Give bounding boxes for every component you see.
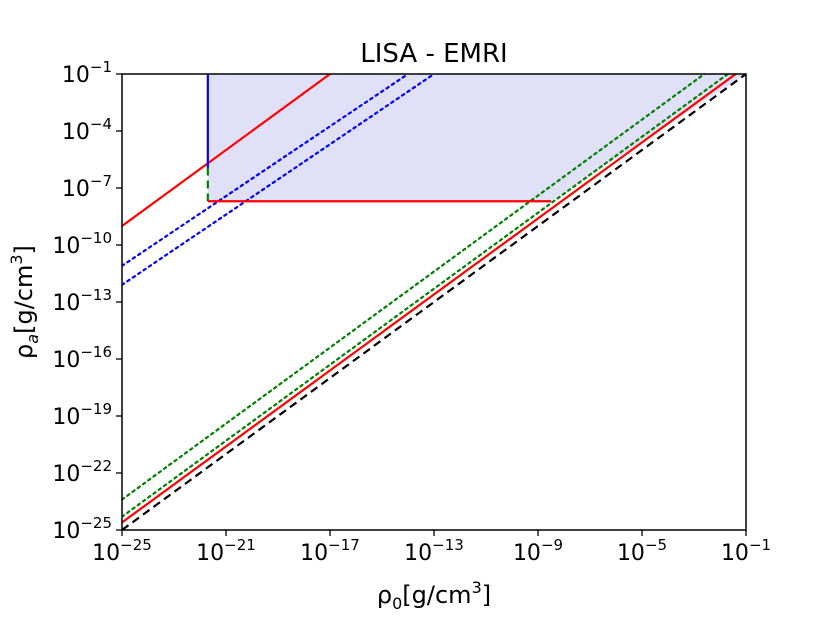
series-line-6 — [122, 74, 436, 286]
y-tick-label-2: 10−19 — [52, 400, 112, 430]
shaded-region — [207, 74, 746, 202]
x-axis-label-unit: [g/cm — [402, 581, 471, 609]
y-axis-ticks: 10−25 10−22 10−19 10−16 10−13 10−10 10−7 10−4 10… — [52, 58, 122, 544]
y-tick-label-0: 10−25 — [52, 514, 112, 544]
series-line-4 — [122, 74, 331, 227]
x-tick-label-2: 10−17 — [300, 536, 360, 566]
x-tick-label-0: 10−25 — [92, 536, 152, 566]
series-line-1 — [122, 74, 738, 524]
series-line-0 — [122, 74, 746, 530]
x-tick-label-1: 10−21 — [196, 536, 256, 566]
chart-title: LISA - EMRI — [360, 39, 507, 69]
x-tick-label-4: 10−9 — [513, 536, 563, 566]
y-axis-label-subscript: a — [23, 334, 42, 344]
y-axis-label-superscript: 3 — [7, 254, 26, 264]
series-line-5 — [122, 74, 410, 267]
y-axis-label-unit: [g/cm — [10, 265, 38, 334]
y-tick-label-3: 10−16 — [52, 343, 112, 373]
x-axis-label-rho: ρ — [377, 581, 392, 609]
x-axis-label-close: ] — [482, 581, 491, 609]
x-axis-ticks: 10−25 10−21 10−17 10−13 10−9 10−5 10−1 — [92, 530, 771, 566]
x-tick-label-6: 10−1 — [721, 536, 771, 566]
y-tick-label-4: 10−13 — [52, 286, 112, 316]
y-tick-label-7: 10−4 — [62, 115, 112, 145]
x-tick-label-3: 10−13 — [404, 536, 464, 566]
x-axis-label-subscript: 0 — [392, 594, 402, 613]
y-tick-label-5: 10−10 — [52, 229, 112, 259]
x-axis-label-superscript: 3 — [472, 578, 482, 597]
y-tick-label-8: 10−1 — [62, 58, 112, 88]
y-axis-label-rho: ρ — [10, 344, 38, 359]
y-axis-label: ρa[g/cm3] — [7, 245, 42, 359]
series-line-3 — [122, 74, 707, 501]
shaded-region-layer — [207, 74, 746, 202]
y-tick-label-6: 10−7 — [62, 172, 112, 202]
series-line-2 — [122, 74, 730, 518]
y-axis-label-close: ] — [10, 245, 38, 254]
x-axis-label: ρ0[g/cm3] — [377, 578, 491, 613]
series-layer — [122, 74, 746, 530]
y-tick-label-1: 10−22 — [52, 457, 112, 487]
x-tick-label-5: 10−5 — [617, 536, 667, 566]
